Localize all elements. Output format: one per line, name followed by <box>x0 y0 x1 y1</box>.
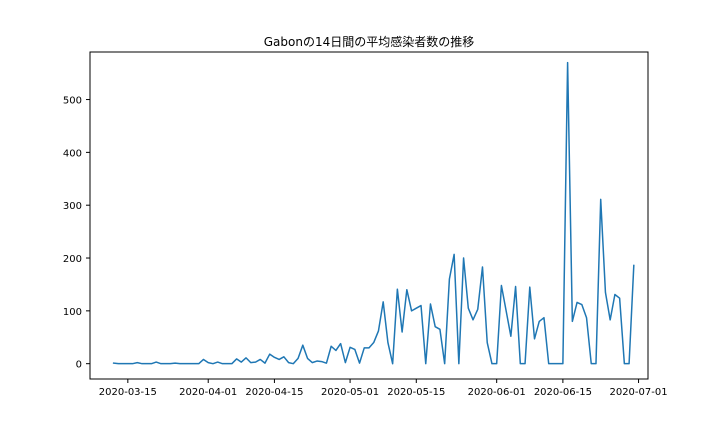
y-tick-label: 200 <box>63 254 82 265</box>
x-tick-label: 2020-04-15 <box>245 387 303 398</box>
x-tick-label: 2020-06-15 <box>534 387 592 398</box>
y-tick-label: 400 <box>63 148 82 159</box>
chart-title: Gabonの14日間の平均感染者数の推移 <box>264 34 475 49</box>
x-tick-label: 2020-04-01 <box>179 387 237 398</box>
y-tick-label: 300 <box>63 201 82 212</box>
x-tick-label: 2020-06-01 <box>468 387 526 398</box>
x-tick-label: 2020-05-01 <box>321 387 379 398</box>
x-tick-label: 2020-03-15 <box>99 387 157 398</box>
plot-series <box>112 61 635 365</box>
x-tick-label: 2020-05-15 <box>387 387 445 398</box>
y-tick-label: 0 <box>76 360 82 371</box>
plot-frame <box>89 51 649 380</box>
y-tick-label: 100 <box>63 307 82 318</box>
series-line <box>112 61 635 365</box>
y-tick-label: 500 <box>63 96 82 107</box>
axis-ticks: 2020-03-15 2020-04-01 2020-04-15 2020-05-01… <box>63 96 668 398</box>
x-tick-label: 2020-07-01 <box>609 387 667 398</box>
